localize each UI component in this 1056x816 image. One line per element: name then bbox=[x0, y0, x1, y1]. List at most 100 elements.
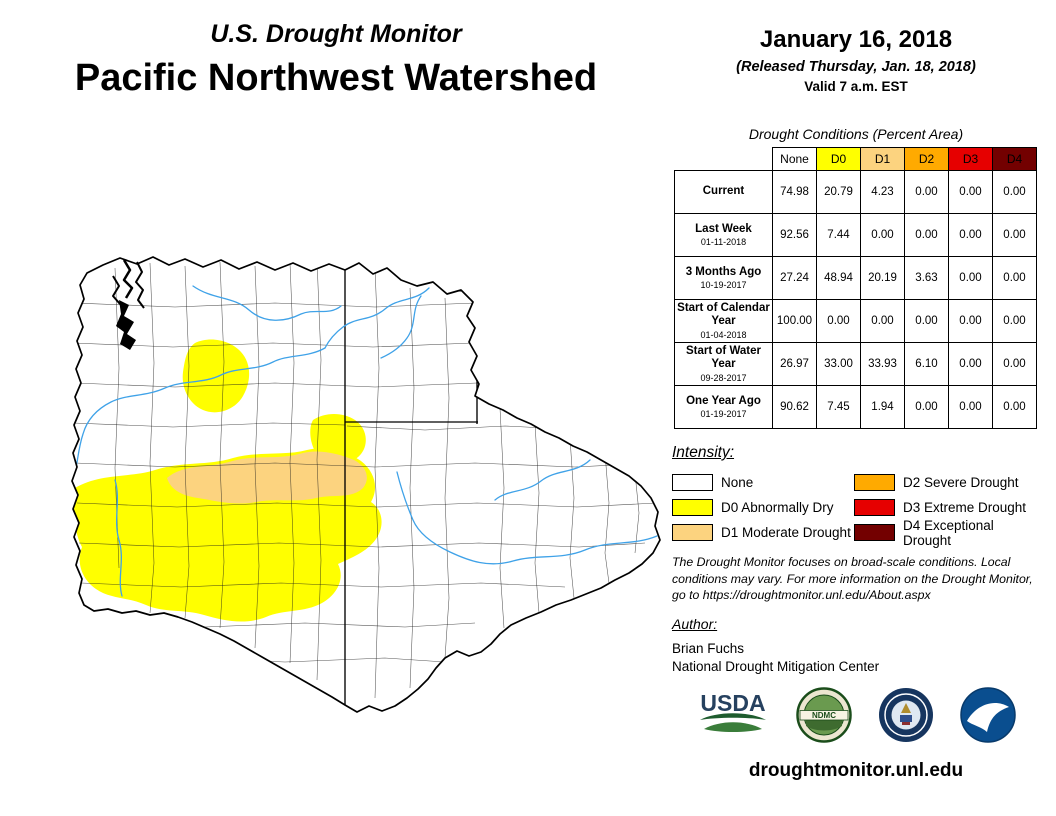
ndmc-logo: NDMC bbox=[795, 686, 853, 749]
site-url: droughtmonitor.unl.edu bbox=[748, 760, 964, 781]
value-cell: 0.00 bbox=[948, 170, 993, 214]
table-row: One Year Ago 01-19-2017 90.62 7.45 1.94 … bbox=[674, 385, 1037, 429]
value-cell: 33.00 bbox=[816, 342, 861, 386]
legend-item-d2: D2 Severe Drought bbox=[854, 474, 1044, 491]
svg-text:USDA: USDA bbox=[700, 690, 765, 716]
col-header-d1: D1 bbox=[860, 147, 905, 171]
legend-item-d1: D1 Moderate Drought bbox=[672, 524, 854, 541]
col-header-d3: D3 bbox=[948, 147, 993, 171]
value-cell: 7.44 bbox=[816, 213, 861, 257]
value-cell: 48.94 bbox=[816, 256, 861, 300]
value-cell: 0.00 bbox=[816, 299, 861, 343]
logo-row: USDA NDMC bbox=[672, 686, 1040, 749]
value-cell: 0.00 bbox=[860, 299, 905, 343]
legend-grid: None D0 Abnormally Dry D1 Moderate Droug… bbox=[672, 470, 1044, 548]
svg-text:NDMC: NDMC bbox=[812, 711, 836, 720]
value-cell: 0.00 bbox=[992, 170, 1037, 214]
value-cell: 0.00 bbox=[948, 256, 993, 300]
value-cell: 0.00 bbox=[948, 299, 993, 343]
legend-title: Intensity: bbox=[672, 444, 735, 461]
none-swatch bbox=[672, 474, 713, 491]
col-header-d2: D2 bbox=[904, 147, 949, 171]
value-cell: 20.19 bbox=[860, 256, 905, 300]
legend-item-none: None bbox=[672, 474, 854, 491]
value-cell: 3.63 bbox=[904, 256, 949, 300]
noaa-logo bbox=[959, 686, 1017, 749]
col-header-d4: D4 bbox=[992, 147, 1037, 171]
value-cell: 0.00 bbox=[948, 385, 993, 429]
watershed-map-svg bbox=[71, 256, 661, 713]
author-org: National Drought Mitigation Center bbox=[672, 659, 880, 674]
report-date: January 16, 2018 bbox=[759, 26, 953, 53]
table-row: Start of Water Year 09-28-2017 26.97 33.… bbox=[674, 342, 1037, 386]
value-cell: 100.00 bbox=[772, 299, 817, 343]
value-cell: 27.24 bbox=[772, 256, 817, 300]
value-cell: 0.00 bbox=[992, 256, 1037, 300]
drought-map bbox=[45, 248, 665, 793]
table-row: Start of Calendar Year 01-04-2018 100.00… bbox=[674, 299, 1037, 343]
release-date: (Released Thursday, Jan. 18, 2018) bbox=[736, 59, 976, 75]
basin-outline bbox=[71, 256, 661, 713]
value-cell: 0.00 bbox=[948, 213, 993, 257]
legend-item-d4: D4 Exceptional Drought bbox=[854, 518, 1044, 548]
author-label: Author: bbox=[672, 616, 718, 632]
author-name: Brian Fuchs bbox=[672, 641, 745, 656]
table-header-row: None D0 D1 D2 D3 D4 bbox=[675, 147, 1037, 171]
county-lines bbox=[72, 259, 658, 699]
value-cell: 92.56 bbox=[772, 213, 817, 257]
usda-logo: USDA bbox=[695, 687, 771, 748]
legend-item-d0: D0 Abnormally Dry bbox=[672, 499, 854, 516]
puget-sound bbox=[112, 259, 145, 350]
value-cell: 0.00 bbox=[904, 299, 949, 343]
value-cell: 0.00 bbox=[992, 342, 1037, 386]
d4-swatch bbox=[854, 524, 895, 541]
drought-conditions-table: None D0 D1 D2 D3 D4 Current 74.98 20.79 … bbox=[674, 147, 1037, 429]
d1-swatch bbox=[672, 524, 713, 541]
value-cell: 0.00 bbox=[992, 299, 1037, 343]
col-header-d0: D0 bbox=[816, 147, 861, 171]
row-label: Current bbox=[674, 170, 773, 214]
value-cell: 1.94 bbox=[860, 385, 905, 429]
d0-swatch bbox=[672, 499, 713, 516]
table-row: Current 74.98 20.79 4.23 0.00 0.00 0.00 bbox=[674, 170, 1037, 214]
d2-swatch bbox=[854, 474, 895, 491]
rivers bbox=[75, 285, 658, 597]
legend-item-d3: D3 Extreme Drought bbox=[854, 499, 1044, 516]
page-title: Pacific Northwest Watershed bbox=[74, 57, 598, 99]
commerce-seal bbox=[877, 686, 935, 749]
corner-cell bbox=[675, 148, 773, 171]
disclaimer-text: The Drought Monitor focuses on broad-sca… bbox=[672, 555, 1033, 603]
value-cell: 0.00 bbox=[992, 385, 1037, 429]
value-cell: 33.93 bbox=[860, 342, 905, 386]
value-cell: 26.97 bbox=[772, 342, 817, 386]
table-caption: Drought Conditions (Percent Area) bbox=[748, 126, 964, 142]
value-cell: 0.00 bbox=[948, 342, 993, 386]
d3-swatch bbox=[854, 499, 895, 516]
valid-time: Valid 7 a.m. EST bbox=[804, 79, 908, 94]
row-label: 3 Months Ago 10-19-2017 bbox=[674, 256, 773, 300]
title-block: U.S. Drought Monitor Pacific Northwest W… bbox=[30, 20, 642, 100]
row-label: Start of Water Year 09-28-2017 bbox=[674, 342, 773, 386]
table-row: 3 Months Ago 10-19-2017 27.24 48.94 20.1… bbox=[674, 256, 1037, 300]
value-cell: 7.45 bbox=[816, 385, 861, 429]
value-cell: 0.00 bbox=[904, 385, 949, 429]
intensity-legend: Intensity: None D0 Abnormally Dry D1 Mod… bbox=[672, 444, 1044, 548]
value-cell: 0.00 bbox=[904, 213, 949, 257]
value-cell: 90.62 bbox=[772, 385, 817, 429]
value-cell: 6.10 bbox=[904, 342, 949, 386]
report-type-title: U.S. Drought Monitor bbox=[210, 20, 462, 48]
col-header-none: None bbox=[772, 147, 817, 171]
value-cell: 0.00 bbox=[992, 213, 1037, 257]
value-cell: 4.23 bbox=[860, 170, 905, 214]
row-label: Last Week 01-11-2018 bbox=[674, 213, 773, 257]
value-cell: 20.79 bbox=[816, 170, 861, 214]
value-cell: 74.98 bbox=[772, 170, 817, 214]
row-label: One Year Ago 01-19-2017 bbox=[674, 385, 773, 429]
row-label: Start of Calendar Year 01-04-2018 bbox=[674, 299, 773, 343]
author-block: Author: Brian Fuchs National Drought Mit… bbox=[672, 616, 1044, 674]
value-cell: 0.00 bbox=[904, 170, 949, 214]
date-block: January 16, 2018 (Released Thursday, Jan… bbox=[672, 26, 1040, 94]
value-cell: 0.00 bbox=[860, 213, 905, 257]
table-row: Last Week 01-11-2018 92.56 7.44 0.00 0.0… bbox=[674, 213, 1037, 257]
